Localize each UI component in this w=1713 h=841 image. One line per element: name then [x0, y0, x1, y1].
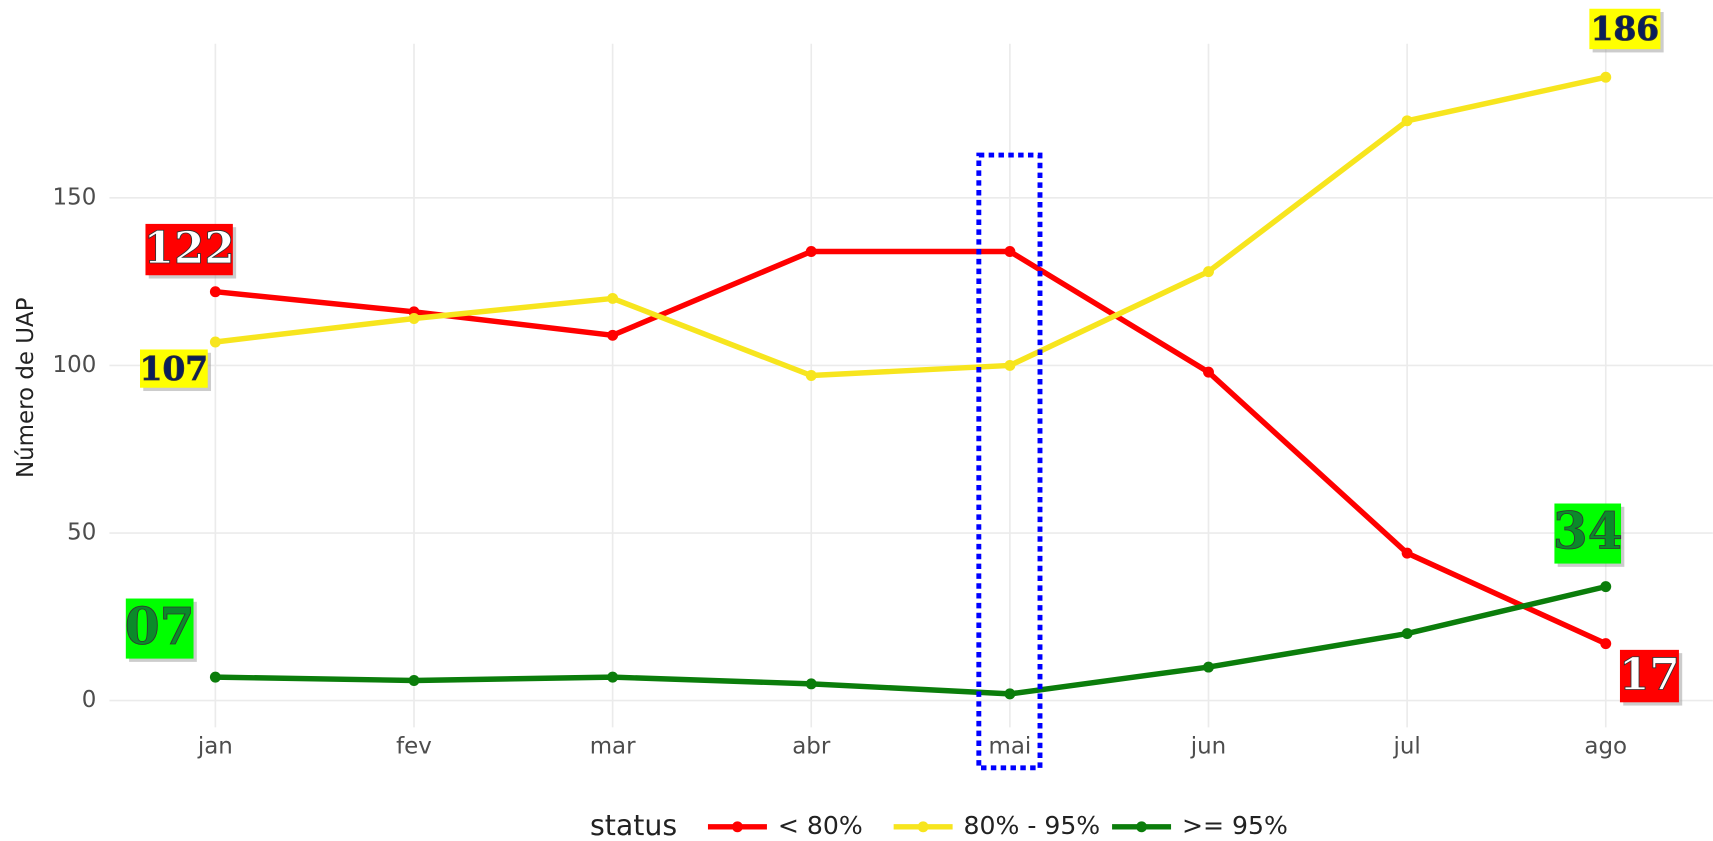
data-label: 34	[1553, 502, 1623, 561]
point	[209, 336, 221, 348]
point	[408, 313, 420, 324]
x-tick-label: fev	[396, 734, 432, 760]
point	[1203, 366, 1214, 378]
data-label: 122	[144, 223, 235, 274]
point	[1004, 359, 1016, 371]
x-tick-label: mai	[989, 734, 1032, 760]
legend-label: 80% - 95%	[964, 811, 1101, 840]
point	[1600, 638, 1612, 650]
y-tick-label: 150	[53, 184, 97, 210]
x-tick-label: mar	[590, 734, 636, 760]
y-axis-title: Número de UAP	[13, 297, 39, 478]
point	[1401, 628, 1413, 640]
data-label-box	[145, 223, 233, 276]
x-tick-label: jul	[1392, 734, 1420, 760]
data-label: 186	[1591, 9, 1659, 48]
legend-swatch-dot	[917, 821, 929, 833]
point	[607, 671, 619, 683]
data-label: 17	[1619, 649, 1680, 700]
highlight-box	[976, 152, 1043, 771]
data-label-box	[125, 598, 194, 659]
point	[209, 671, 221, 683]
series-line	[215, 248, 1607, 647]
point	[607, 329, 619, 341]
point	[1600, 581, 1612, 593]
x-tick-label: abr	[792, 734, 831, 760]
legend-label: >= 95%	[1182, 811, 1288, 840]
point	[1004, 688, 1016, 700]
point	[408, 675, 420, 686]
x-tick-label: ago	[1584, 734, 1627, 760]
point	[805, 246, 817, 257]
point	[1401, 115, 1413, 127]
data-label-box	[1619, 649, 1679, 703]
data-label-box	[1589, 8, 1661, 50]
series-line	[215, 583, 1607, 697]
point	[607, 292, 619, 304]
point	[1004, 246, 1016, 257]
point	[1203, 266, 1214, 278]
x-tick-label: jun	[1190, 734, 1226, 760]
legend-title: status	[590, 809, 677, 841]
legend-label: < 80%	[778, 811, 863, 840]
y-tick-label: 0	[82, 687, 97, 713]
point	[1600, 71, 1612, 83]
point	[805, 370, 817, 381]
y-tick-label: 100	[53, 352, 97, 378]
x-tick-label: jan	[197, 734, 233, 760]
data-label-box	[1554, 503, 1622, 564]
point	[805, 678, 817, 690]
series-line	[215, 74, 1607, 379]
legend-swatch-dot	[1136, 821, 1148, 833]
data-label-box	[140, 349, 208, 388]
point	[1203, 661, 1214, 673]
data-label: 107	[140, 349, 208, 388]
point	[1401, 547, 1413, 559]
data-label: 07	[125, 597, 195, 656]
y-tick-label: 50	[67, 520, 96, 546]
point	[209, 286, 221, 298]
legend-swatch-dot	[731, 821, 743, 833]
